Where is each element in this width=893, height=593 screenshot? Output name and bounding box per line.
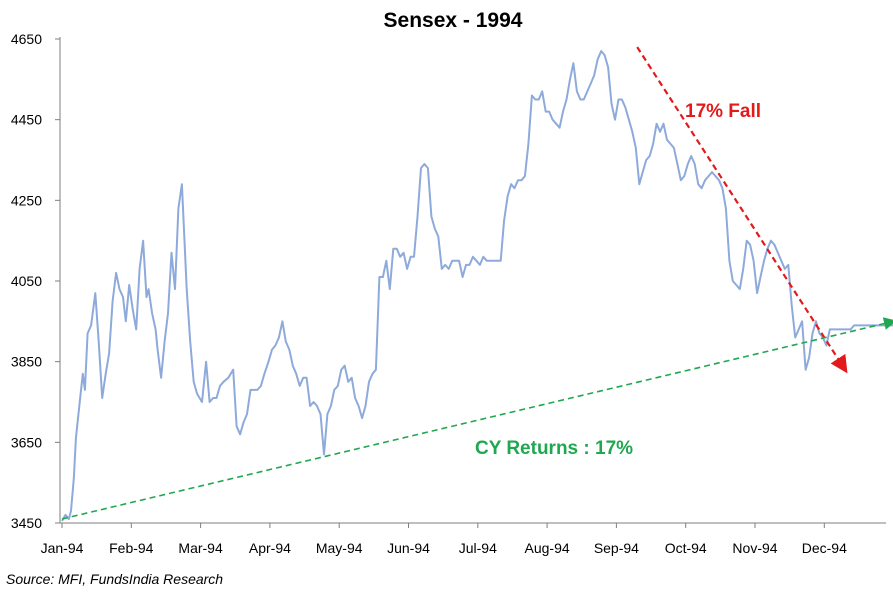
x-tick-label: Nov-94 xyxy=(732,540,777,556)
axes: 3450 3650 3850 4050 4250 4450 4650 Jan-94 Feb-94… xyxy=(11,31,886,556)
y-tick-label: 4650 xyxy=(11,31,42,47)
plot-area xyxy=(61,50,893,522)
fall-arrow xyxy=(636,46,848,374)
y-tick-label: 4450 xyxy=(11,112,42,128)
y-tick-label: 4050 xyxy=(11,273,42,289)
x-tick-label: Oct-94 xyxy=(665,540,707,556)
x-tick-label: Apr-94 xyxy=(249,540,291,556)
y-tick-label: 3650 xyxy=(11,434,42,450)
x-tick-label: Jan-94 xyxy=(41,540,84,556)
returns-label: CY Returns : 17% xyxy=(475,438,633,459)
chart-title: Sensex - 1994 xyxy=(384,9,523,32)
returns-arrow xyxy=(61,317,893,520)
sensex-series-line xyxy=(61,50,893,522)
y-tick-label: 3850 xyxy=(11,354,42,370)
x-tick-label: Jul-94 xyxy=(459,540,497,556)
x-tick-label: Feb-94 xyxy=(109,540,154,556)
source-note: Source: MFI, FundsIndia Research xyxy=(6,571,224,587)
y-tick-label: 3450 xyxy=(11,515,42,531)
annotations: 17% Fall CY Returns : 17% xyxy=(61,46,893,520)
x-tick-label: May-94 xyxy=(316,540,363,556)
x-tick-label: Mar-94 xyxy=(178,540,223,556)
fall-label: 17% Fall xyxy=(685,101,761,122)
x-tick-label: Dec-94 xyxy=(802,540,847,556)
y-tick-label: 4250 xyxy=(11,192,42,208)
x-tick-label: Aug-94 xyxy=(525,540,570,556)
x-tick-label: Sep-94 xyxy=(594,540,639,556)
x-tick-label: Jun-94 xyxy=(387,540,430,556)
